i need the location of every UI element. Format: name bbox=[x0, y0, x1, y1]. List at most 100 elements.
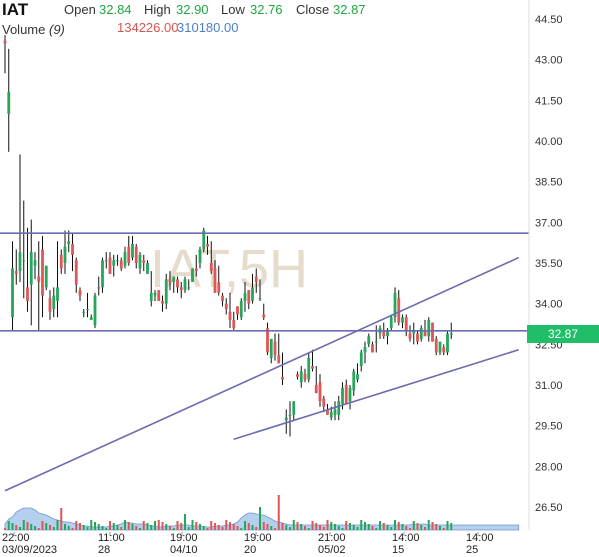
candle[interactable] bbox=[348, 385, 352, 410]
candle[interactable] bbox=[131, 235, 134, 261]
candle[interactable] bbox=[74, 257, 78, 293]
candle[interactable] bbox=[404, 314, 408, 337]
channel-trendline[interactable] bbox=[4, 256, 520, 492]
candle[interactable] bbox=[179, 281, 183, 299]
candle[interactable] bbox=[438, 341, 442, 356]
candle[interactable] bbox=[446, 330, 449, 356]
candle[interactable] bbox=[44, 265, 48, 291]
candle[interactable] bbox=[187, 279, 191, 291]
candle[interactable] bbox=[314, 366, 318, 394]
candle[interactable] bbox=[281, 352, 284, 385]
candle[interactable] bbox=[161, 295, 164, 312]
candle[interactable] bbox=[168, 271, 172, 291]
candle[interactable] bbox=[217, 265, 221, 296]
candle[interactable] bbox=[93, 292, 97, 329]
candle[interactable] bbox=[48, 290, 52, 320]
candle[interactable] bbox=[292, 401, 296, 421]
candle[interactable] bbox=[363, 341, 367, 364]
candle[interactable] bbox=[401, 314, 404, 329]
candle[interactable] bbox=[194, 254, 198, 277]
candle[interactable] bbox=[371, 341, 374, 353]
candle[interactable] bbox=[367, 333, 371, 348]
candle[interactable] bbox=[138, 252, 142, 274]
candle[interactable] bbox=[89, 314, 93, 320]
candle[interactable] bbox=[191, 268, 194, 282]
candle[interactable] bbox=[213, 260, 217, 293]
candle[interactable] bbox=[408, 325, 412, 342]
candle[interactable] bbox=[142, 254, 146, 272]
candle[interactable] bbox=[198, 246, 202, 269]
candle[interactable] bbox=[29, 219, 33, 326]
candle[interactable] bbox=[209, 241, 213, 274]
candle[interactable] bbox=[7, 48, 11, 152]
candle[interactable] bbox=[397, 290, 401, 326]
channel-trendline[interactable] bbox=[233, 348, 519, 440]
candle[interactable] bbox=[134, 244, 138, 269]
candle[interactable] bbox=[416, 330, 419, 345]
candle[interactable] bbox=[307, 352, 311, 383]
candle[interactable] bbox=[378, 325, 382, 339]
candle[interactable] bbox=[427, 317, 431, 342]
candle[interactable] bbox=[359, 349, 363, 372]
candle[interactable] bbox=[116, 254, 119, 266]
candle[interactable] bbox=[183, 276, 187, 293]
candle[interactable] bbox=[153, 290, 157, 301]
candle[interactable] bbox=[277, 333, 281, 364]
candle[interactable] bbox=[266, 322, 269, 356]
candle[interactable] bbox=[33, 252, 37, 280]
candle[interactable] bbox=[236, 306, 239, 320]
candle[interactable] bbox=[224, 298, 228, 315]
candle[interactable] bbox=[232, 311, 236, 331]
candle[interactable] bbox=[434, 336, 438, 356]
candle[interactable] bbox=[41, 235, 44, 318]
candle[interactable] bbox=[127, 235, 131, 266]
candle[interactable] bbox=[59, 249, 63, 274]
candle[interactable] bbox=[419, 325, 423, 342]
candle[interactable] bbox=[254, 268, 258, 293]
candle[interactable] bbox=[311, 349, 314, 372]
candle[interactable] bbox=[352, 368, 356, 396]
candle[interactable] bbox=[412, 322, 416, 345]
candle[interactable] bbox=[82, 309, 86, 318]
candle[interactable] bbox=[303, 368, 307, 383]
candle[interactable] bbox=[269, 338, 273, 364]
candle[interactable] bbox=[288, 401, 292, 437]
candle[interactable] bbox=[26, 227, 29, 312]
candle[interactable] bbox=[37, 241, 41, 331]
candle[interactable] bbox=[356, 363, 359, 383]
candle[interactable] bbox=[333, 401, 337, 421]
candle[interactable] bbox=[337, 395, 341, 421]
time-axis[interactable]: 22:0003/09/202311:002819:0004/1019:00202… bbox=[2, 0, 530, 556]
candle[interactable] bbox=[146, 260, 149, 274]
candle[interactable] bbox=[228, 292, 232, 329]
candle[interactable] bbox=[119, 257, 123, 272]
candle[interactable] bbox=[344, 379, 348, 404]
candle[interactable] bbox=[284, 409, 288, 434]
candle[interactable] bbox=[172, 276, 176, 293]
candle[interactable] bbox=[431, 322, 434, 342]
candle[interactable] bbox=[101, 257, 104, 293]
candle[interactable] bbox=[18, 154, 22, 282]
candle[interactable] bbox=[63, 230, 67, 274]
candle[interactable] bbox=[97, 276, 101, 296]
candle[interactable] bbox=[78, 287, 82, 301]
candle[interactable] bbox=[251, 273, 254, 304]
candle[interactable] bbox=[374, 325, 378, 353]
candle[interactable] bbox=[243, 281, 247, 312]
candle[interactable] bbox=[67, 230, 71, 253]
candle[interactable] bbox=[247, 290, 251, 310]
candle[interactable] bbox=[318, 374, 322, 407]
candle[interactable] bbox=[296, 371, 299, 380]
candle[interactable] bbox=[56, 241, 59, 318]
candle[interactable] bbox=[423, 319, 427, 337]
candle[interactable] bbox=[149, 271, 153, 307]
candle[interactable] bbox=[123, 246, 127, 269]
candle[interactable] bbox=[262, 303, 266, 320]
candle[interactable] bbox=[71, 233, 74, 272]
candle[interactable] bbox=[104, 252, 108, 269]
candle[interactable] bbox=[14, 249, 18, 285]
candle[interactable] bbox=[299, 366, 303, 388]
candle[interactable] bbox=[176, 276, 179, 293]
candle[interactable] bbox=[202, 227, 206, 253]
